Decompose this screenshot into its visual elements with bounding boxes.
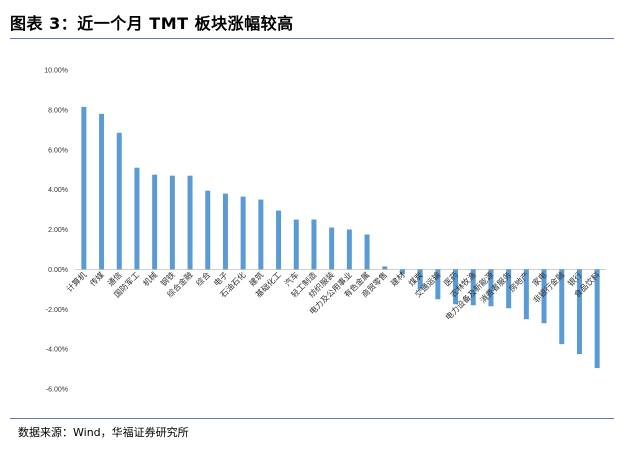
y-tick-label: 10.00% — [44, 68, 68, 75]
y-tick-label: 4.00% — [48, 187, 68, 194]
bar — [594, 269, 600, 369]
bar — [541, 269, 547, 324]
y-tick-label: -6.00% — [46, 387, 68, 394]
bar — [311, 219, 317, 270]
bar — [169, 175, 175, 270]
y-tick-label: 0.00% — [48, 267, 68, 274]
top-divider — [10, 38, 614, 39]
y-tick-label: -2.00% — [46, 307, 68, 314]
bar — [222, 193, 228, 270]
bar — [576, 269, 582, 355]
bar — [152, 174, 158, 270]
bar — [240, 196, 246, 270]
bar — [293, 219, 299, 270]
y-tick-label: -4.00% — [46, 347, 68, 354]
x-tick-label: 综合 — [194, 270, 212, 288]
bar — [81, 106, 87, 270]
y-tick-label: 8.00% — [48, 107, 68, 114]
bar — [329, 227, 335, 270]
bar — [559, 269, 565, 345]
bar — [346, 229, 352, 270]
bottom-divider — [10, 418, 614, 419]
chart-title: 图表 3：近一个月 TMT 板块涨幅较高 — [10, 14, 294, 33]
x-tick-label: 传媒 — [88, 270, 106, 288]
bar — [134, 167, 140, 270]
bars — [81, 106, 600, 369]
bar — [187, 175, 193, 270]
bar — [382, 266, 388, 270]
bar — [523, 269, 529, 320]
bar — [364, 234, 370, 270]
bar — [399, 269, 405, 275]
bar — [488, 269, 494, 307]
bar — [506, 269, 512, 309]
bar — [205, 190, 211, 270]
bar — [116, 132, 122, 270]
bar — [417, 269, 423, 290]
bar — [276, 210, 282, 270]
source-note: 数据来源：Wind，华福证券研究所 — [18, 426, 189, 439]
bar — [435, 269, 441, 300]
bar — [470, 269, 476, 306]
bar-chart: 10.00% 8.00% 6.00% 4.00% 2.00% 0.00% -2.00% -4.… — [44, 68, 606, 394]
y-tick-label: 2.00% — [48, 227, 68, 234]
y-tick-label: 6.00% — [48, 147, 68, 154]
y-axis: 10.00% 8.00% 6.00% 4.00% 2.00% 0.00% -2.00% -4.… — [44, 68, 606, 394]
bar — [258, 199, 264, 270]
bar — [99, 113, 105, 270]
x-tick-label: 机械 — [141, 270, 159, 288]
bar — [453, 269, 459, 305]
